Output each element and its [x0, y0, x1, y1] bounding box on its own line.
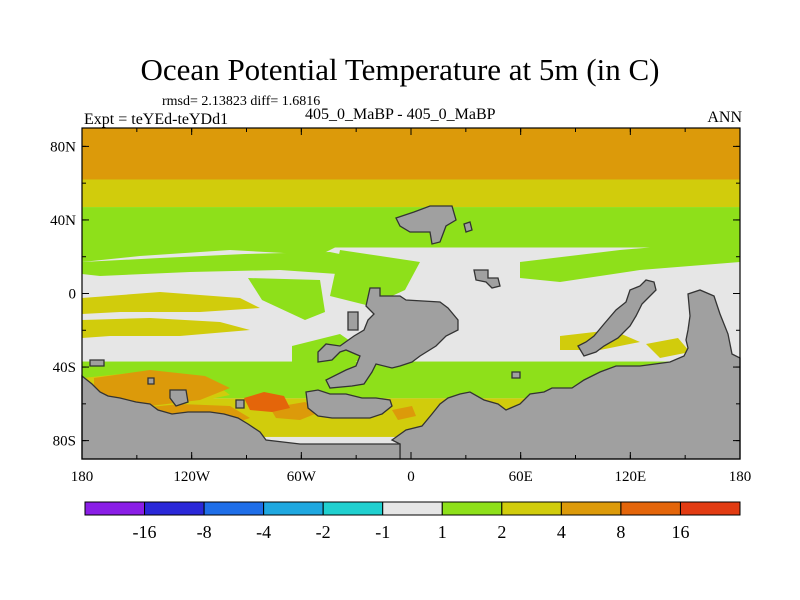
- land-mass: [473, 269, 501, 289]
- map-plot-area: [81, 127, 741, 460]
- x-tick-label: 120W: [173, 469, 211, 485]
- colorbar-label: -4: [256, 522, 271, 542]
- colorbar-swatch: [441, 501, 503, 516]
- y-tick-label: 40N: [50, 213, 76, 229]
- colorbar-label: 4: [557, 522, 566, 542]
- colorbar-swatch: [679, 501, 741, 516]
- y-tick-label: 80S: [53, 434, 76, 450]
- land-mass: [395, 205, 457, 245]
- colorbar-swatch: [620, 501, 681, 516]
- land-mass: [463, 221, 473, 233]
- experiment-label: Expt = teYEd-teYDd1: [84, 111, 229, 128]
- anomaly-patch: [82, 292, 260, 314]
- colorbar-swatch: [382, 501, 443, 516]
- y-tick-label: 0: [69, 287, 77, 303]
- colorbar-swatch: [84, 501, 146, 516]
- colorbar-swatch: [203, 501, 265, 516]
- temperature-band: [82, 128, 740, 180]
- y-tick-label: 80N: [50, 139, 76, 155]
- anomaly-patch: [248, 278, 325, 320]
- x-tick-label: 60W: [287, 469, 317, 485]
- colorbar-swatch: [263, 501, 324, 516]
- anomaly-patch: [82, 236, 96, 250]
- anomaly-patch: [82, 252, 378, 276]
- x-tick-label: 180: [71, 469, 94, 485]
- colorbar: -16 -8 -4 -2 -1 1 2 4 8 16: [84, 501, 741, 542]
- land-mass: [317, 287, 459, 389]
- land-mass: [147, 377, 155, 385]
- chart-title: Ocean Potential Temperature at 5m (in C): [140, 52, 660, 87]
- case-label: 405_0_MaBP - 405_0_MaBP: [305, 106, 496, 123]
- colorbar-label: -8: [197, 522, 212, 542]
- land-mass: [511, 371, 521, 379]
- colorbar-swatch: [322, 501, 384, 516]
- y-tick-label: 40S: [53, 360, 76, 376]
- colorbar-label: 1: [438, 522, 447, 542]
- colorbar-swatch: [501, 501, 562, 516]
- land-mass: [235, 399, 245, 409]
- land-mass: [577, 279, 657, 357]
- colorbar-label: 8: [616, 522, 625, 542]
- colorbar-swatch: [144, 501, 205, 516]
- anomaly-patch: [520, 240, 740, 282]
- colorbar-label: -16: [133, 522, 157, 542]
- x-tick-label: 120E: [614, 469, 646, 485]
- colorbar-swatch: [560, 501, 622, 516]
- colorbar-label: -2: [316, 522, 331, 542]
- anomaly-patch: [330, 250, 420, 306]
- land-mass: [89, 359, 105, 367]
- land-mass: [169, 389, 189, 407]
- land-mass: [347, 311, 359, 331]
- temperature-band: [82, 179, 740, 208]
- colorbar-label: -1: [375, 522, 390, 542]
- colorbar-label: 16: [671, 522, 689, 542]
- anomaly-patch: [82, 230, 340, 262]
- anomaly-patch: [646, 338, 690, 358]
- x-tick-label: 180: [729, 469, 752, 485]
- map-axes: 80N 40N 0 40S 80S 180 120W 60W 0 60E 120E 180: [50, 128, 751, 485]
- anomaly-patch: [244, 392, 290, 412]
- colorbar-label: 2: [497, 522, 506, 542]
- rmsd-diff-stats: rmsd= 2.13823 diff= 1.6816: [162, 94, 321, 109]
- x-tick-label: 0: [407, 469, 415, 485]
- anomaly-patch: [82, 318, 250, 338]
- anomaly-patch: [392, 406, 416, 420]
- land-mass: [81, 374, 401, 460]
- land-mass: [305, 389, 393, 419]
- x-tick-label: 60E: [509, 469, 533, 485]
- season-label: ANN: [707, 109, 742, 126]
